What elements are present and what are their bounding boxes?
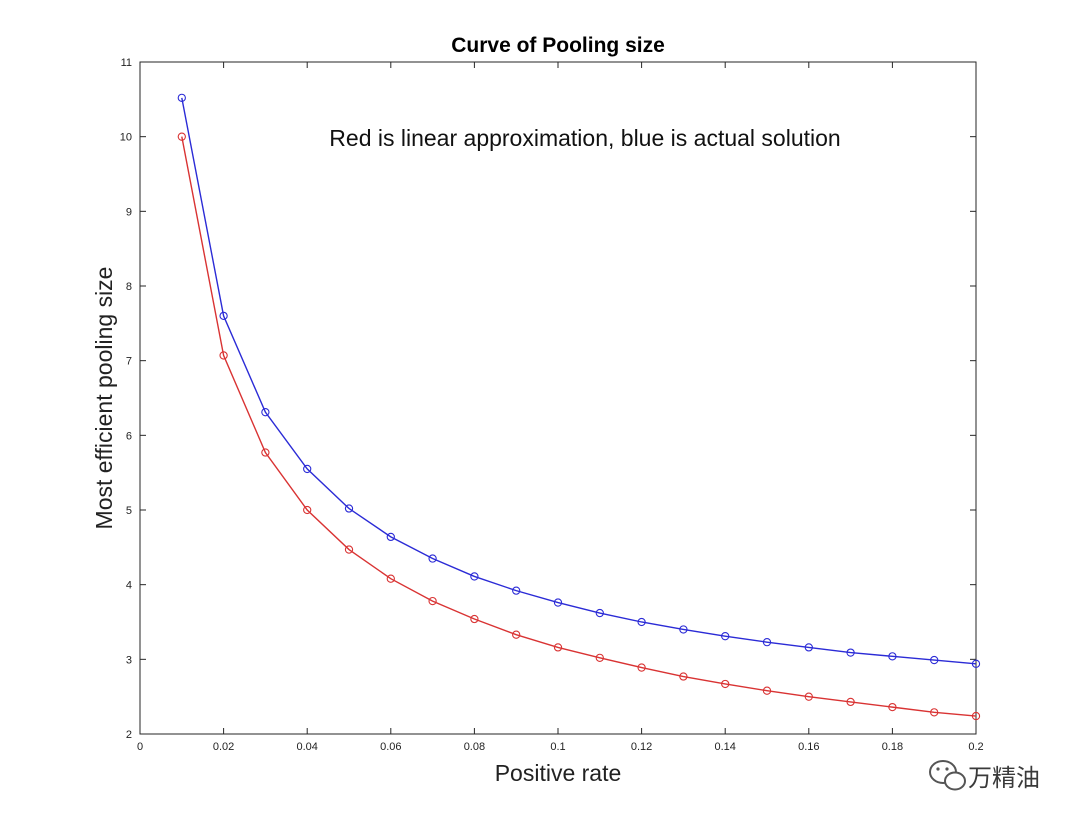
x-tick-label: 0.12 — [631, 741, 652, 753]
series-line-actual-solution — [181, 97, 977, 665]
y-tick-label: 4 — [126, 580, 132, 592]
y-tick-label: 8 — [126, 281, 132, 293]
y-tick-labels: 2 3 4 5 6 7 8 9 10 11 — [120, 57, 132, 741]
data-point — [721, 632, 730, 641]
data-point — [888, 652, 897, 661]
data-point — [930, 655, 939, 665]
data-point — [177, 93, 186, 102]
data-point — [512, 586, 521, 595]
data-point — [177, 132, 186, 141]
x-tick-label: 0.18 — [882, 741, 903, 753]
x-tick-label: 0.06 — [380, 741, 401, 753]
data-point — [219, 351, 228, 360]
x-tick-label: 0.2 — [968, 741, 983, 753]
series-line-linear-approximation — [181, 136, 977, 717]
y-tick-label: 7 — [126, 356, 132, 368]
y-axis-label: Most efficient pooling size — [91, 267, 117, 530]
data-point — [971, 711, 981, 721]
x-tick-label: 0.02 — [213, 741, 234, 753]
watermark: 万精油 — [929, 760, 1040, 792]
data-point — [386, 532, 395, 542]
data-point — [553, 598, 563, 607]
data-point — [386, 574, 395, 583]
data-point — [470, 572, 479, 581]
data-point — [261, 408, 270, 417]
data-point — [846, 697, 855, 707]
x-tick-label: 0 — [137, 741, 143, 753]
data-point — [971, 659, 981, 668]
y-tick-label: 9 — [126, 206, 132, 218]
data-point — [219, 311, 228, 321]
x-tick-label: 0.14 — [714, 741, 735, 753]
x-tick-labels: 0 0.02 0.04 0.06 0.08 0.1 0.12 0.14 0.16 0.18 0.2 — [137, 741, 984, 753]
data-point — [637, 617, 646, 627]
data-point — [762, 638, 772, 647]
x-tick-label: 0.16 — [798, 741, 819, 753]
x-axis-label: Positive rate — [495, 760, 622, 786]
data-point — [762, 686, 772, 695]
y-tick-label: 10 — [120, 132, 132, 144]
y-tick-label: 2 — [126, 729, 132, 741]
x-tick-label: 0.1 — [550, 741, 565, 753]
wechat-icon — [929, 760, 966, 791]
data-point — [595, 653, 604, 662]
series-actual-solution — [177, 93, 981, 668]
series-layer — [177, 93, 981, 721]
data-point — [428, 554, 437, 563]
y-tick-label: 3 — [126, 654, 132, 666]
data-point — [553, 643, 563, 652]
data-point — [595, 608, 604, 618]
data-point — [428, 596, 437, 606]
watermark-text: 万精油 — [968, 764, 1040, 792]
data-point — [512, 630, 521, 639]
data-point — [679, 672, 688, 681]
data-point — [804, 692, 813, 701]
data-point — [344, 545, 354, 554]
data-point — [344, 504, 354, 513]
data-point — [470, 614, 479, 624]
data-point — [261, 448, 270, 457]
data-point — [637, 663, 646, 672]
annotation: Red is linear approximation, blue is act… — [329, 125, 840, 151]
data-point — [888, 702, 897, 712]
plot-area — [139, 61, 977, 735]
y-tick-label: 11 — [121, 57, 132, 69]
data-point — [303, 505, 312, 515]
data-point — [930, 708, 939, 717]
x-tick-label: 0.04 — [296, 741, 317, 753]
data-point — [846, 648, 855, 657]
data-point — [679, 625, 688, 634]
chart-title: Curve of Pooling size — [451, 34, 665, 57]
data-point — [721, 679, 730, 689]
axis-ticks — [139, 61, 977, 735]
data-point — [804, 643, 813, 652]
series-linear-approximation — [177, 132, 981, 721]
y-tick-label: 6 — [126, 430, 132, 442]
data-point — [303, 464, 312, 474]
y-tick-label: 5 — [126, 505, 132, 517]
x-tick-label: 0.08 — [464, 741, 485, 753]
